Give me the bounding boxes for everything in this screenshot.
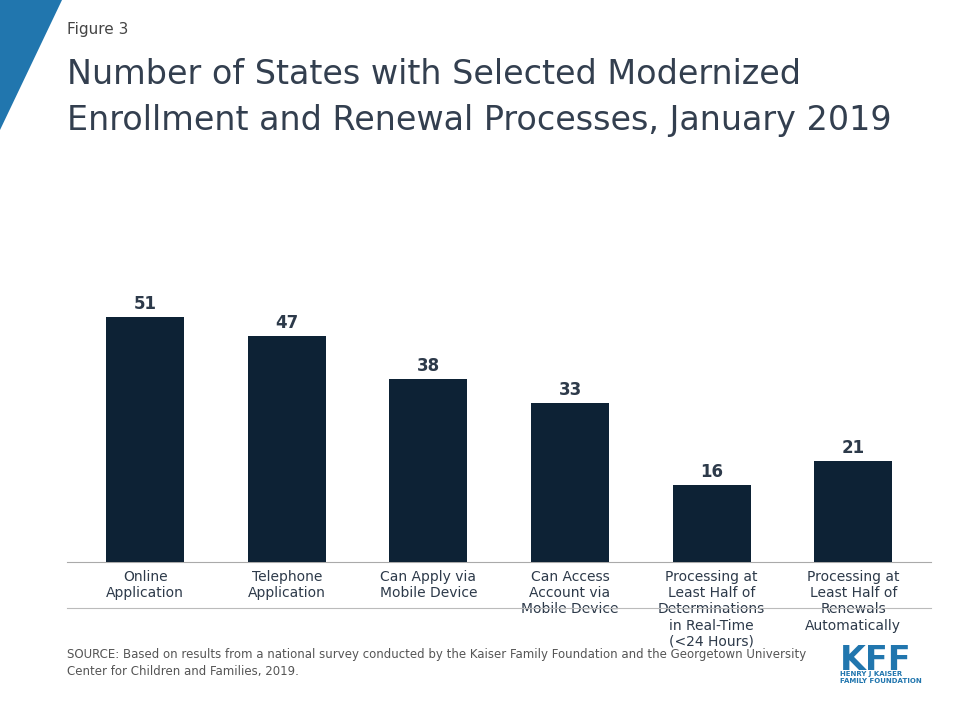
Bar	[107, 317, 184, 562]
Text: KFF: KFF	[840, 644, 912, 678]
Text: FAMILY FOUNDATION: FAMILY FOUNDATION	[840, 678, 922, 684]
Text: SOURCE: Based on results from a national survey conducted by the Kaiser Family F: SOURCE: Based on results from a national…	[67, 648, 806, 678]
Text: 38: 38	[417, 357, 440, 375]
Text: 47: 47	[276, 314, 299, 332]
Text: 51: 51	[133, 295, 156, 313]
Text: 33: 33	[559, 382, 582, 400]
Text: HENRY J KAISER: HENRY J KAISER	[840, 671, 902, 677]
Text: Enrollment and Renewal Processes, January 2019: Enrollment and Renewal Processes, Januar…	[67, 104, 892, 138]
Bar	[814, 461, 892, 562]
Text: Number of States with Selected Modernized: Number of States with Selected Modernize…	[67, 58, 802, 91]
Text: Figure 3: Figure 3	[67, 22, 129, 37]
Bar	[390, 379, 468, 562]
Bar	[673, 485, 751, 562]
Text: 21: 21	[842, 439, 865, 457]
Polygon shape	[0, 0, 62, 130]
Bar	[248, 336, 325, 562]
Text: 16: 16	[700, 463, 723, 481]
Bar	[531, 403, 609, 562]
